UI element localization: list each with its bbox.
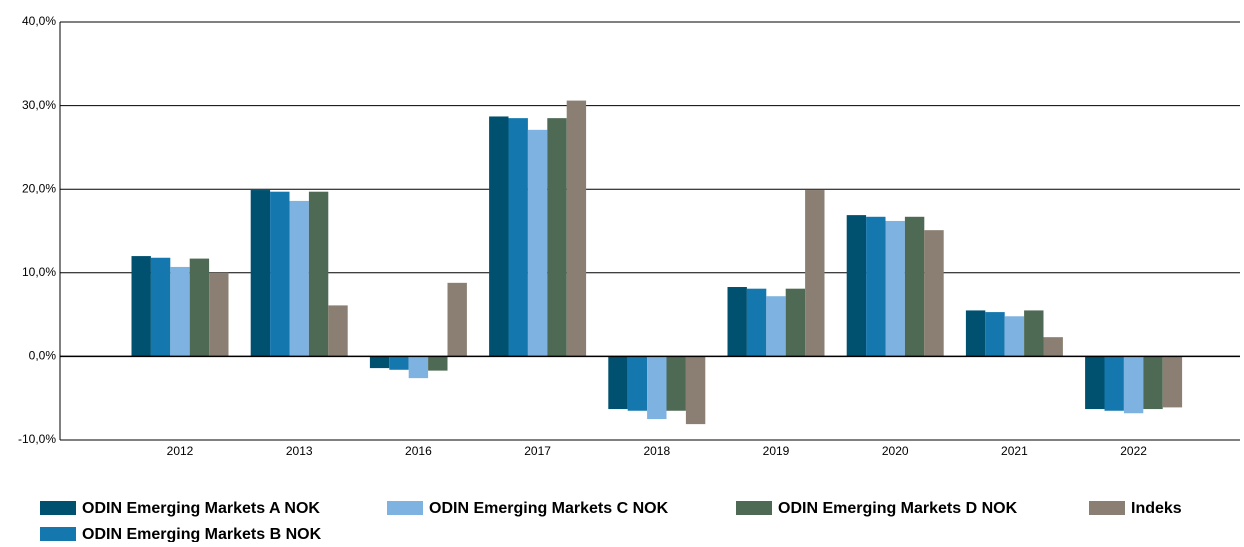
x-tick-label: 2013 xyxy=(286,444,313,458)
bar xyxy=(608,356,628,410)
legend-swatch xyxy=(387,501,423,515)
bar xyxy=(189,258,210,357)
bar xyxy=(408,356,429,379)
bar xyxy=(289,200,309,357)
bar xyxy=(328,305,348,357)
bar xyxy=(489,116,509,357)
bar xyxy=(985,312,1005,357)
y-tick-label: 30,0% xyxy=(22,98,56,112)
bar xyxy=(885,220,905,357)
bar xyxy=(685,356,706,425)
bar xyxy=(389,356,409,370)
x-tick-label: 2022 xyxy=(1120,444,1147,458)
x-tick-label: 2019 xyxy=(763,444,790,458)
legend-swatch xyxy=(1089,501,1125,515)
bar xyxy=(270,191,290,357)
x-tick-label: 2018 xyxy=(643,444,670,458)
bar xyxy=(547,118,567,357)
bar xyxy=(308,191,329,357)
y-tick-label: -10,0% xyxy=(18,432,56,446)
bar xyxy=(250,190,271,357)
bar xyxy=(1043,337,1063,357)
legend-label: Indeks xyxy=(1131,500,1182,517)
bar xyxy=(428,356,448,371)
bar xyxy=(627,356,648,411)
y-tick-label: 20,0% xyxy=(22,181,56,195)
legend-swatch xyxy=(40,527,76,541)
bar xyxy=(131,256,151,357)
legend-label: ODIN Emerging Markets C NOK xyxy=(429,500,669,517)
bar xyxy=(1123,356,1144,414)
y-tick-label: 10,0% xyxy=(22,265,56,279)
bar xyxy=(150,257,171,357)
x-tick-label: 2016 xyxy=(405,444,432,458)
bar xyxy=(666,356,686,411)
bar xyxy=(1085,356,1105,410)
bar xyxy=(1004,316,1025,357)
bar xyxy=(1104,356,1124,411)
legend-swatch xyxy=(736,501,772,515)
legend-label: ODIN Emerging Markets A NOK xyxy=(82,500,320,517)
bar xyxy=(805,190,825,357)
bar xyxy=(527,129,548,357)
bar xyxy=(766,296,786,357)
bar xyxy=(508,118,528,357)
legend-swatch xyxy=(40,501,76,515)
legend-label: ODIN Emerging Markets B NOK xyxy=(82,526,322,542)
x-tick-label: 2017 xyxy=(524,444,551,458)
bar xyxy=(369,356,390,369)
bar xyxy=(727,287,747,357)
bar xyxy=(846,215,867,357)
x-tick-label: 2012 xyxy=(167,444,194,458)
bar xyxy=(170,266,190,357)
bar xyxy=(785,288,806,357)
bar xyxy=(647,356,667,420)
bar xyxy=(1162,356,1183,408)
bar xyxy=(566,100,587,357)
bar xyxy=(1143,356,1163,410)
y-tick-label: 0,0% xyxy=(29,349,57,363)
legend-label: ODIN Emerging Markets D NOK xyxy=(778,500,1018,517)
bar xyxy=(866,216,886,357)
x-tick-label: 2020 xyxy=(882,444,909,458)
bar xyxy=(904,216,925,357)
x-tick-label: 2021 xyxy=(1001,444,1028,458)
bar xyxy=(746,288,767,357)
bar xyxy=(447,282,467,357)
y-tick-label: 40,0% xyxy=(22,14,56,28)
bar xyxy=(924,230,944,357)
bar xyxy=(1024,310,1044,357)
bar xyxy=(965,310,986,357)
bar xyxy=(209,272,229,357)
